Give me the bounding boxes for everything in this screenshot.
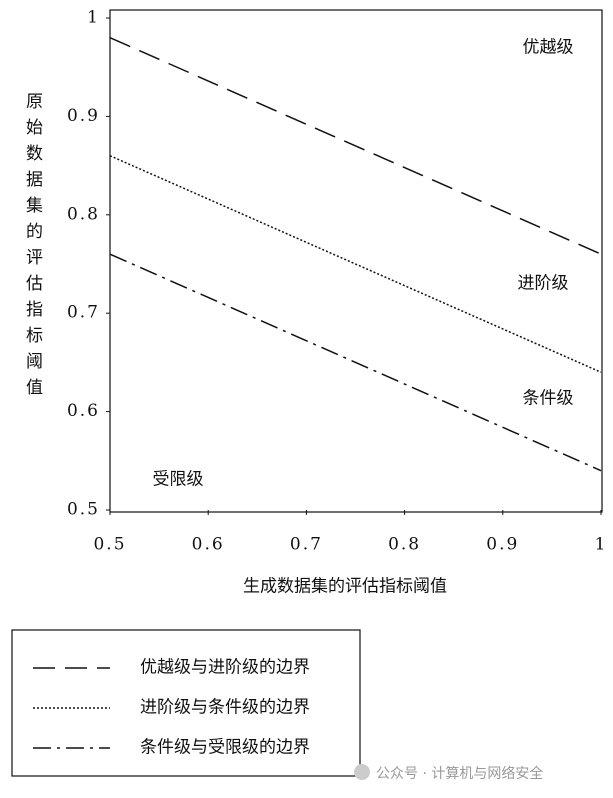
series-line xyxy=(109,36,602,255)
legend-label: 条件级与受限级的边界 xyxy=(140,738,310,758)
legend-box xyxy=(11,629,361,777)
region-label: 进阶级 xyxy=(518,274,569,294)
x-tick-label: 0.8 xyxy=(388,535,421,555)
y-tick-label: 0.5 xyxy=(67,500,100,520)
legend-label: 进阶级与条件级的边界 xyxy=(140,698,310,718)
y-tick-label: 0.9 xyxy=(67,106,100,126)
x-tick-label: 0.6 xyxy=(192,535,225,555)
y-tick-label: 0.8 xyxy=(67,204,100,224)
y-tick-label: 0.6 xyxy=(67,401,100,421)
watermark-icon xyxy=(354,764,370,780)
region-label: 条件级 xyxy=(523,389,574,409)
x-tick-label: 0.9 xyxy=(486,535,519,555)
y-axis-title: 原始数据集的评估指标阈值 xyxy=(22,92,42,404)
plot-frame xyxy=(109,9,603,513)
x-tick-label: 0.5 xyxy=(93,535,126,555)
region-label: 优越级 xyxy=(523,38,574,58)
series-line xyxy=(109,155,602,373)
x-axis-title: 生成数据集的评估指标阈值 xyxy=(243,577,447,597)
x-tick-label: 0.7 xyxy=(290,535,323,555)
x-tick-label: 1 xyxy=(595,535,608,555)
region-label: 受限级 xyxy=(153,470,204,490)
y-tick-label: 1 xyxy=(87,8,100,28)
legend-label: 优越级与进阶级的边界 xyxy=(140,658,310,678)
series-line xyxy=(109,253,602,472)
y-tick-label: 0.7 xyxy=(67,303,100,323)
watermark: 公众号 · 计算机与网络安全 xyxy=(376,766,544,782)
